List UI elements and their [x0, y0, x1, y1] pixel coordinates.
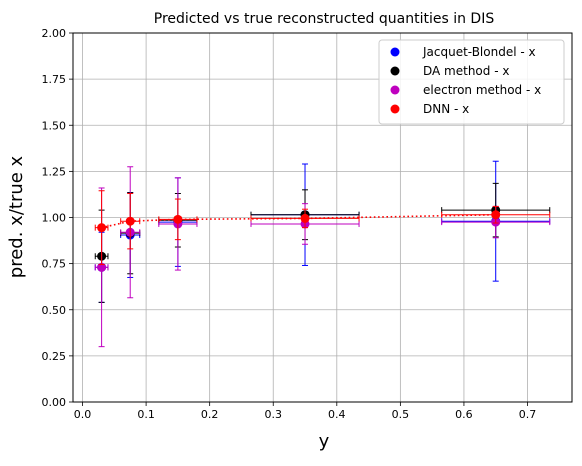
- data-point: [125, 216, 135, 226]
- x-axis-label: y: [319, 431, 330, 452]
- legend-label: Jacquet-Blondel - x: [422, 45, 536, 59]
- legend-marker: [390, 47, 400, 57]
- legend-marker: [390, 85, 400, 95]
- x-tick-label: 0.7: [519, 408, 537, 421]
- x-tick-label: 0.6: [455, 408, 473, 421]
- y-axis-label: pred. x/true x: [6, 155, 27, 278]
- y-tick-label: 1.75: [42, 73, 67, 86]
- data-point: [300, 213, 310, 223]
- data-point: [97, 262, 107, 272]
- y-tick-label: 1.00: [42, 212, 67, 225]
- data-point: [491, 210, 501, 220]
- x-tick-label: 0.5: [392, 408, 410, 421]
- y-tick-label: 0.00: [42, 396, 67, 409]
- axis-ticks: 0.0 0.1 0.2 0.3 0.4 0.5 0.6 0.7 0.00 0.25 0.50 0.75…: [42, 27, 537, 421]
- chart-title: Predicted vs true reconstructed quantiti…: [154, 11, 495, 27]
- legend-label: electron method - x: [423, 83, 541, 97]
- y-tick-label: 0.25: [42, 350, 67, 363]
- x-tick-label: 0.3: [264, 408, 282, 421]
- x-tick-label: 0.1: [137, 408, 155, 421]
- y-tick-label: 2.00: [42, 27, 67, 40]
- plot-area: [94, 160, 551, 348]
- data-point: [97, 223, 107, 233]
- legend-label: DA method - x: [423, 64, 509, 78]
- legend-marker: [390, 66, 400, 76]
- legend-label: DNN - x: [423, 102, 469, 116]
- x-tick-label: 0.0: [74, 408, 92, 421]
- legend: Jacquet-Blondel - x DA method - x electron…: [378, 39, 565, 125]
- y-tick-label: 1.50: [42, 119, 67, 132]
- y-tick-label: 1.25: [42, 165, 67, 178]
- x-tick-label: 0.4: [328, 408, 346, 421]
- legend-marker: [390, 104, 400, 114]
- data-point: [173, 214, 183, 224]
- x-tick-label: 0.2: [201, 408, 219, 421]
- y-tick-label: 0.75: [42, 258, 67, 271]
- series-3: [94, 190, 551, 266]
- legend-box: [378, 39, 565, 125]
- y-tick-label: 0.50: [42, 304, 67, 317]
